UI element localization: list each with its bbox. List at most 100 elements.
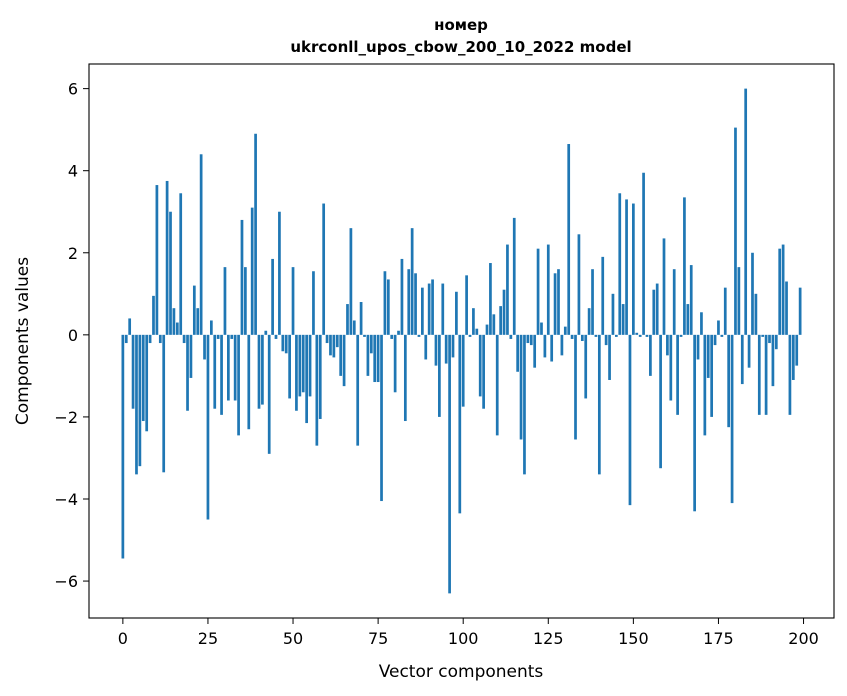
bar (424, 334, 428, 360)
bar (376, 334, 380, 383)
bar (274, 334, 278, 339)
x-tick-label: 125 (533, 629, 564, 648)
bar (679, 334, 683, 337)
bar (227, 334, 230, 401)
bar (638, 334, 642, 337)
bar (557, 269, 560, 335)
bar (386, 279, 390, 335)
x-tick-label: 175 (703, 629, 734, 648)
bar (584, 334, 588, 399)
bar (706, 334, 710, 378)
bar (315, 334, 319, 446)
bar (349, 228, 353, 335)
bar (540, 322, 543, 335)
bar (519, 334, 523, 440)
bar (465, 275, 468, 335)
bar (244, 267, 247, 335)
bar (329, 334, 332, 356)
bar (175, 322, 179, 335)
bar (740, 334, 744, 385)
bar (322, 203, 326, 335)
y-tick-label: −2 (54, 408, 78, 427)
bar (216, 334, 220, 339)
bar (475, 328, 479, 335)
bar (795, 334, 799, 366)
x-tick-label: 0 (118, 629, 128, 648)
bar (788, 334, 792, 415)
bar (618, 193, 622, 335)
bar (492, 314, 496, 335)
bar (196, 308, 200, 335)
bar (444, 334, 448, 364)
bar (495, 334, 499, 436)
bar (778, 248, 782, 335)
bar (427, 283, 431, 335)
bar (632, 203, 635, 335)
bar (757, 334, 761, 415)
bar (295, 334, 298, 411)
bar (546, 244, 550, 335)
bar (407, 269, 411, 335)
bar (798, 287, 802, 335)
bar (247, 334, 251, 430)
bar (614, 334, 618, 337)
x-tick-label: 75 (368, 629, 388, 648)
bar (318, 334, 322, 419)
bar (438, 334, 441, 417)
bar (744, 88, 748, 335)
bar (700, 312, 703, 335)
bar (543, 334, 547, 358)
bar (611, 293, 615, 335)
bar (257, 334, 261, 409)
bar (363, 334, 366, 337)
bar (192, 285, 196, 335)
bar (135, 334, 138, 475)
bar (683, 197, 686, 335)
bar (696, 334, 700, 360)
x-tick-label: 150 (618, 629, 649, 648)
bar (625, 199, 628, 335)
bar (342, 334, 346, 387)
bar (209, 320, 213, 335)
bar (390, 334, 394, 339)
bar (417, 334, 421, 337)
bar (580, 334, 584, 341)
bar (278, 211, 281, 335)
bar (720, 334, 724, 337)
bar (587, 308, 591, 335)
bar (155, 185, 159, 335)
bar (441, 283, 445, 335)
bar (536, 248, 540, 335)
bar (455, 291, 458, 335)
bar (380, 334, 383, 502)
bar (771, 334, 775, 387)
bar (666, 334, 669, 356)
bar (203, 334, 206, 360)
bar (128, 318, 132, 335)
bar (148, 334, 152, 344)
bar (124, 334, 128, 344)
bar (267, 334, 271, 454)
bar (516, 334, 520, 372)
bar (162, 334, 166, 473)
x-tick-label: 50 (283, 629, 303, 648)
bar (288, 334, 291, 399)
bar (281, 334, 285, 352)
bar (512, 217, 516, 335)
bar (451, 334, 455, 358)
bar (550, 334, 554, 362)
bar (264, 330, 268, 335)
bar (179, 193, 183, 335)
bar (373, 334, 377, 383)
bar (250, 207, 254, 335)
bar (213, 334, 217, 409)
bar (659, 334, 662, 469)
bar (131, 334, 135, 409)
bar (553, 273, 557, 335)
bar (574, 334, 577, 440)
bar (768, 334, 771, 344)
bar (686, 304, 690, 335)
bar (751, 252, 754, 335)
bar (560, 334, 564, 356)
